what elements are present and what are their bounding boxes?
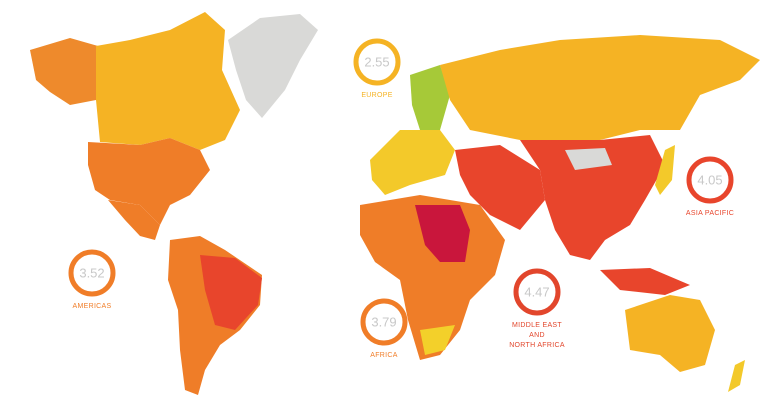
region-label: ASIA PACIFIC <box>686 210 734 217</box>
land <box>88 138 210 225</box>
score-value: 4.47 <box>524 284 549 299</box>
region-label: AND <box>529 332 545 339</box>
region-label: EUROPE <box>361 92 392 99</box>
score-ring <box>360 298 408 346</box>
land <box>440 35 760 140</box>
score-value: 3.52 <box>79 265 104 280</box>
score-ring <box>686 156 734 204</box>
region-label: AMERICAS <box>73 303 112 310</box>
land <box>625 295 715 372</box>
land <box>96 12 240 150</box>
land <box>520 135 665 260</box>
land <box>228 14 318 118</box>
region-label: MIDDLE EAST <box>512 322 562 329</box>
land <box>410 65 450 130</box>
land <box>565 148 612 170</box>
score-value: 2.55 <box>364 54 389 69</box>
region-label: NORTH AFRICA <box>509 342 565 349</box>
score-value: 4.05 <box>697 172 722 187</box>
land <box>455 145 545 230</box>
land <box>600 268 690 295</box>
land <box>420 325 455 355</box>
land <box>30 38 98 105</box>
score-value: 3.79 <box>371 314 396 329</box>
score-ring <box>513 268 561 316</box>
land <box>655 145 675 195</box>
land <box>108 200 160 240</box>
land <box>370 130 455 195</box>
land <box>200 255 262 330</box>
region-label: AFRICA <box>370 352 397 359</box>
score-ring <box>68 249 116 297</box>
score-ring <box>353 38 401 86</box>
land <box>415 205 470 262</box>
land <box>728 360 745 392</box>
